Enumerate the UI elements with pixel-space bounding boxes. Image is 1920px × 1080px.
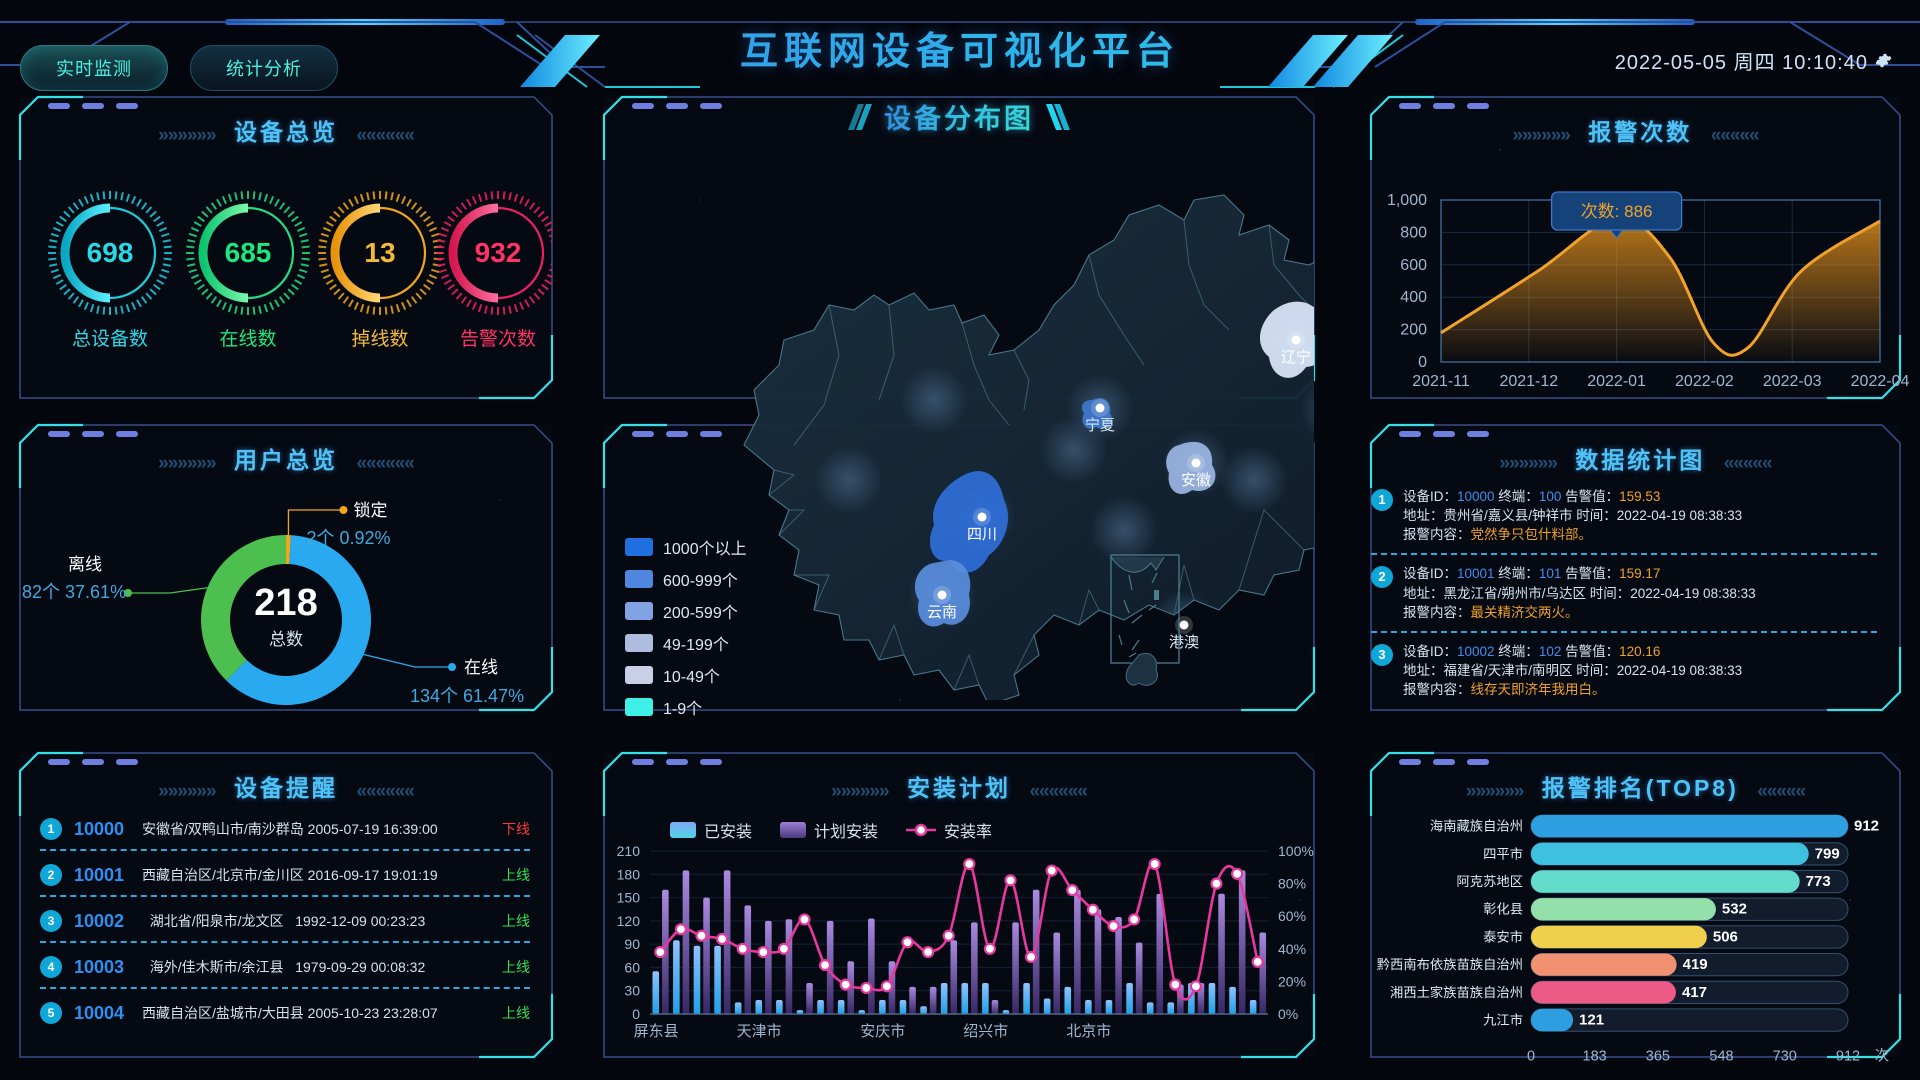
svg-text:宁夏: 宁夏 (1085, 417, 1115, 434)
svg-text:0: 0 (632, 1006, 640, 1022)
svg-text:912: 912 (1836, 1049, 1860, 1065)
svg-text:次: 次 (1875, 1048, 1890, 1065)
svg-text:419: 419 (1683, 956, 1708, 973)
svg-text:134个 61.47%: 134个 61.47% (410, 686, 524, 706)
svg-text:548: 548 (1709, 1049, 1733, 1065)
svg-text:四川: 四川 (967, 526, 997, 543)
svg-text:2022-01: 2022-01 (1587, 373, 1646, 390)
svg-text:2022-03: 2022-03 (1763, 373, 1822, 390)
svg-text:210: 210 (617, 843, 641, 859)
svg-text:506: 506 (1713, 928, 1738, 945)
svg-text:932: 932 (475, 237, 522, 268)
svg-text:773: 773 (1806, 873, 1831, 890)
svg-text:0: 0 (1527, 1049, 1535, 1065)
svg-text:30: 30 (624, 983, 640, 999)
svg-text:2021-11: 2021-11 (1412, 373, 1470, 390)
svg-text:泰安市: 泰安市 (1483, 928, 1523, 944)
svg-text:告警次数: 告警次数 (460, 328, 536, 350)
svg-text:685: 685 (225, 237, 272, 268)
svg-text:在线数: 在线数 (219, 328, 276, 350)
svg-text:2022-02: 2022-02 (1675, 373, 1734, 390)
svg-text:60%: 60% (1278, 908, 1306, 924)
svg-text:13: 13 (364, 237, 395, 268)
svg-text:100%: 100% (1278, 843, 1314, 859)
svg-text:121: 121 (1579, 1012, 1604, 1029)
svg-text:365: 365 (1646, 1049, 1670, 1065)
svg-text:2个 0.92%: 2个 0.92% (306, 528, 390, 548)
svg-text:云南: 云南 (927, 604, 957, 621)
svg-text:80%: 80% (1278, 876, 1306, 892)
svg-text:20%: 20% (1278, 973, 1306, 989)
svg-text:天津市: 天津市 (737, 1023, 782, 1040)
svg-text:总数: 总数 (269, 630, 303, 649)
svg-text:400: 400 (1400, 289, 1427, 306)
svg-text:120: 120 (617, 913, 641, 929)
svg-text:锁定: 锁定 (353, 501, 387, 520)
svg-text:湘西土家族苗族自治州: 湘西土家族苗族自治州 (1390, 984, 1523, 1000)
svg-text:辽宁: 辽宁 (1281, 349, 1311, 366)
svg-text:北京市: 北京市 (1066, 1023, 1111, 1040)
svg-text:730: 730 (1773, 1049, 1797, 1065)
svg-text:港澳: 港澳 (1169, 634, 1199, 651)
svg-text:600: 600 (1400, 257, 1427, 274)
svg-text:总设备数: 总设备数 (72, 328, 148, 350)
svg-text:698: 698 (87, 237, 134, 268)
svg-text:40%: 40% (1278, 941, 1306, 957)
svg-text:417: 417 (1682, 984, 1707, 1001)
svg-text:183: 183 (1583, 1049, 1607, 1065)
svg-text:掉线数: 掉线数 (351, 328, 408, 350)
svg-text:次数: 886: 次数: 886 (1581, 202, 1653, 221)
svg-text:屏东县: 屏东县 (634, 1023, 679, 1040)
svg-text:黔西南布依族苗族自治州: 黔西南布依族苗族自治州 (1377, 957, 1523, 972)
svg-text:1,000: 1,000 (1387, 192, 1427, 209)
svg-text:90: 90 (624, 936, 640, 952)
svg-text:2022-04: 2022-04 (1851, 373, 1910, 390)
svg-text:200: 200 (1400, 322, 1427, 339)
svg-text:海南藏族自治州: 海南藏族自治州 (1430, 819, 1523, 834)
svg-text:安徽: 安徽 (1181, 472, 1211, 489)
svg-text:0: 0 (1418, 354, 1427, 371)
svg-text:2021-12: 2021-12 (1499, 373, 1558, 390)
svg-text:安庆市: 安庆市 (860, 1023, 905, 1040)
svg-text:799: 799 (1815, 845, 1840, 862)
svg-text:532: 532 (1722, 901, 1747, 918)
svg-text:九江市: 九江市 (1483, 1012, 1523, 1028)
svg-text:0%: 0% (1278, 1006, 1298, 1022)
svg-text:800: 800 (1400, 224, 1427, 241)
svg-text:150: 150 (617, 890, 641, 906)
svg-text:绍兴市: 绍兴市 (963, 1023, 1008, 1040)
svg-text:218: 218 (254, 582, 317, 624)
svg-text:阿克苏地区: 阿克苏地区 (1457, 874, 1523, 889)
svg-text:180: 180 (617, 866, 641, 882)
svg-text:60: 60 (624, 959, 640, 975)
svg-text:82个 37.61%: 82个 37.61% (22, 582, 126, 602)
svg-text:912: 912 (1854, 818, 1879, 835)
svg-text:离线: 离线 (68, 555, 102, 574)
svg-text:彰化县: 彰化县 (1483, 901, 1523, 917)
svg-text:在线: 在线 (464, 658, 498, 677)
svg-text:四平市: 四平市 (1483, 845, 1523, 861)
